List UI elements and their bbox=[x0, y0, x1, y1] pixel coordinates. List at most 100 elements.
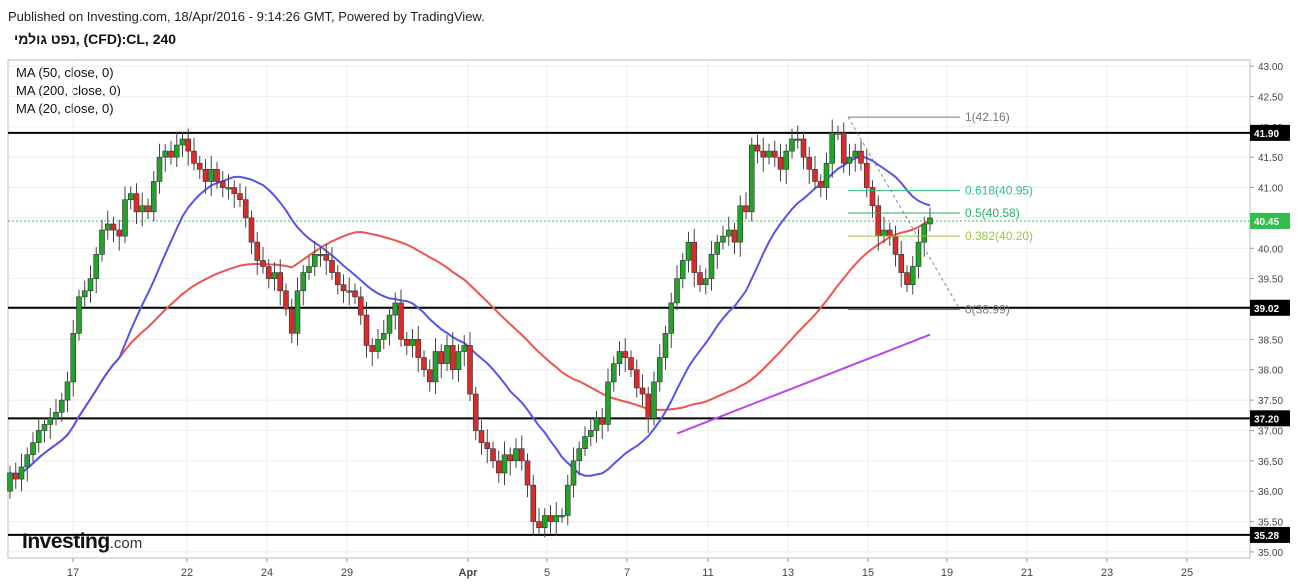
candle-down bbox=[196, 162, 203, 170]
candle-up bbox=[7, 472, 13, 492]
candle-down bbox=[731, 229, 738, 243]
candle-up bbox=[835, 132, 841, 135]
candle-up bbox=[679, 260, 686, 279]
candle-up bbox=[317, 254, 324, 257]
candle-up bbox=[70, 332, 77, 383]
candle-up bbox=[64, 381, 71, 401]
candle-down bbox=[536, 521, 542, 528]
candle-down bbox=[904, 272, 910, 286]
candle-down bbox=[323, 254, 330, 261]
current-price-bg bbox=[1250, 212, 1290, 229]
candle-up bbox=[150, 181, 157, 213]
candle-down bbox=[277, 272, 284, 292]
x-tick-label: 22 bbox=[181, 567, 193, 579]
candle-up bbox=[173, 144, 180, 158]
x-tick-label: 24 bbox=[261, 567, 273, 579]
chart-grid bbox=[7, 59, 1251, 559]
candle-up bbox=[76, 296, 82, 334]
candle-up bbox=[605, 381, 611, 425]
candle-down bbox=[231, 187, 238, 194]
candle-up bbox=[294, 290, 301, 334]
candle-up bbox=[702, 278, 709, 286]
candle-down bbox=[490, 448, 496, 462]
candle-down bbox=[415, 339, 422, 358]
price-axis: 43.0042.5042.0041.5041.0040.5040.0039.50… bbox=[67, 62, 1290, 579]
candle-down bbox=[812, 169, 818, 182]
fib-level-label: 0.382(40.20) bbox=[965, 229, 1033, 243]
candle-down bbox=[288, 308, 295, 334]
indicator-legend: MA (50, close, 0) MA (200, close, 0) MA … bbox=[16, 64, 121, 118]
candle-down bbox=[886, 229, 893, 237]
candle-down bbox=[191, 150, 197, 164]
candle-up bbox=[271, 272, 278, 279]
candle-up bbox=[346, 290, 353, 293]
candle-up bbox=[139, 205, 146, 213]
candle-down bbox=[438, 351, 445, 364]
level-label-bg bbox=[1250, 299, 1290, 316]
y-tick-label: 40.00 bbox=[1258, 244, 1283, 255]
candle-up bbox=[375, 339, 381, 352]
candle-up bbox=[47, 418, 54, 425]
legend-ma50[interactable]: MA (50, close, 0) bbox=[16, 65, 114, 80]
candle-up bbox=[41, 424, 48, 431]
candle-down bbox=[426, 369, 433, 383]
candle-down bbox=[185, 138, 192, 152]
candle-up bbox=[564, 484, 571, 516]
candle-up bbox=[783, 150, 790, 170]
candle-up bbox=[725, 229, 732, 237]
candle-down bbox=[242, 199, 249, 219]
x-tick-label: Apr bbox=[459, 567, 479, 579]
y-tick-label: 35.50 bbox=[1258, 518, 1283, 529]
candle-down bbox=[817, 181, 824, 188]
candle-up bbox=[93, 254, 100, 279]
candle-down bbox=[214, 169, 220, 182]
candle-down bbox=[622, 351, 629, 358]
candle-down bbox=[743, 205, 749, 213]
candle-up bbox=[225, 187, 232, 190]
candle-up bbox=[461, 345, 468, 352]
candle-up bbox=[593, 418, 600, 431]
candle-up bbox=[576, 448, 583, 462]
candle-up bbox=[306, 266, 312, 273]
candle-down bbox=[754, 144, 761, 152]
candle-down bbox=[248, 217, 255, 243]
level-label-bg bbox=[1250, 526, 1290, 543]
legend-ma200[interactable]: MA (200, close, 0) bbox=[16, 83, 121, 98]
x-tick-label: 11 bbox=[702, 567, 713, 579]
candle-down bbox=[363, 314, 370, 346]
y-tick-label: 42.50 bbox=[1258, 92, 1283, 103]
candle-up bbox=[921, 223, 928, 243]
candle-down bbox=[777, 156, 784, 170]
candle-up bbox=[104, 223, 111, 231]
current-price-label: 40.45 bbox=[1254, 217, 1279, 228]
x-tick-label: 21 bbox=[1021, 567, 1033, 579]
x-tick-label: 19 bbox=[941, 567, 953, 579]
candle-up bbox=[708, 254, 715, 279]
candle-up bbox=[30, 442, 36, 456]
candle-down bbox=[495, 460, 502, 474]
candle-up bbox=[829, 132, 836, 164]
candle-down bbox=[202, 169, 209, 182]
candle-down bbox=[478, 430, 485, 443]
candle-up bbox=[881, 229, 887, 237]
y-tick-label: 35.00 bbox=[1258, 548, 1283, 559]
candle-down bbox=[806, 156, 813, 170]
candle-up bbox=[909, 266, 916, 286]
candle-down bbox=[398, 302, 404, 340]
candle-up bbox=[610, 363, 617, 383]
legend-ma20[interactable]: MA (20, close, 0) bbox=[16, 101, 114, 116]
fib-trend-line bbox=[847, 116, 961, 310]
y-tick-label: 36.00 bbox=[1258, 487, 1283, 498]
y-tick-label: 37.50 bbox=[1258, 396, 1283, 407]
candle-down bbox=[645, 393, 652, 419]
candle-down bbox=[116, 229, 123, 237]
candle-down bbox=[869, 187, 876, 207]
candle-down bbox=[283, 290, 289, 310]
candle-up bbox=[541, 515, 548, 528]
candle-down bbox=[340, 284, 347, 292]
candle-up bbox=[455, 351, 462, 371]
candle-down bbox=[237, 193, 243, 200]
level-label-bg bbox=[1250, 410, 1290, 427]
candle-down bbox=[168, 150, 174, 158]
